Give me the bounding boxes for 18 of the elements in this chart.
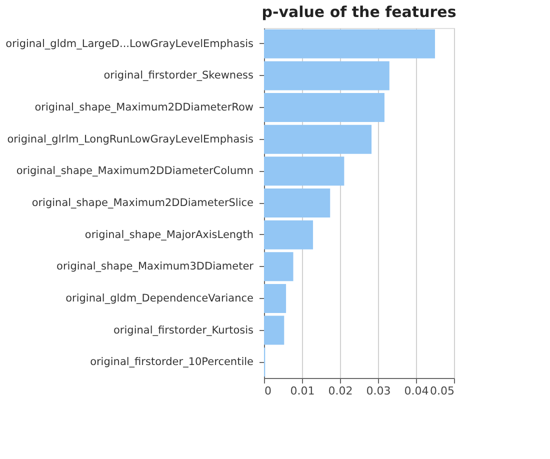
x-tick-label: 0.05 [430,384,454,398]
x-tick-label: 0.03 [366,384,391,398]
y-tick-label: original_gldm_DependenceVariance [66,292,254,304]
y-tick-label: original_glrlm_LongRunLowGrayLevelEmphasis [7,133,254,146]
y-tick-label: original_shape_Maximum2DDiameterRow [34,102,254,114]
y-tick-label: original_firstorder_Kurtosis [114,324,254,336]
y-tick-label: original_shape_Maximum2DDiameterColumn [16,165,254,178]
y-tick-label: original_shape_Maximum3DDiameter [56,260,254,273]
x-tick-label: 0 [264,384,272,398]
x-tick-label: 0.02 [328,384,353,398]
y-tick-label: original_firstorder_Skewness [104,70,254,82]
y-tick-label: original_shape_MajorAxisLength [84,228,254,241]
chart-title: p-value of the features [262,3,456,21]
y-tick-label: original_firstorder_10Percentile [90,356,254,368]
y-tick-label: original_gldm_LargeD...LowGrayLevelEmphasis [6,38,254,50]
x-tick-label: 0.04 [404,384,429,398]
y-tick-label: original_shape_Maximum2DDiameterSlice [32,197,254,209]
x-tick-label: 0.01 [290,384,315,398]
